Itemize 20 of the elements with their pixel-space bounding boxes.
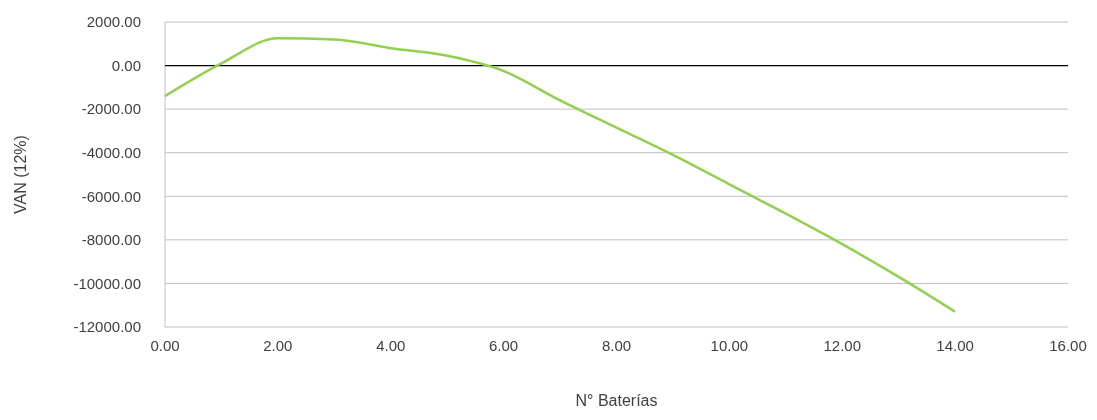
y-tick-label: -12000.00 [73, 318, 141, 336]
x-tick-label: 16.00 [1049, 337, 1087, 354]
line-series [163, 37, 957, 313]
x-tick-label: 12.00 [823, 337, 862, 354]
y-tick-label: 2000.00 [86, 13, 141, 31]
x-tick-label: 10.00 [710, 337, 749, 354]
x-tick-label: 8.00 [601, 337, 632, 354]
x-tick-label: 0.00 [150, 337, 180, 354]
y-axis-title: VAN (12%) [12, 135, 29, 214]
x-axis-title: N° Baterías [575, 392, 658, 409]
x-tick-label: 2.00 [263, 337, 293, 354]
y-tick-label: 0.00 [111, 56, 141, 74]
y-tick-label: -6000.00 [81, 187, 141, 205]
y-tick-label: -8000.00 [81, 231, 141, 249]
x-tick-label: 14.00 [936, 337, 974, 354]
x-tick-label: 4.00 [376, 337, 406, 354]
y-tick-label: -2000.00 [81, 100, 141, 118]
y-tick-label: -10000.00 [73, 274, 141, 292]
x-tick-label: 6.00 [489, 337, 519, 354]
y-tick-label: -4000.00 [81, 143, 141, 161]
